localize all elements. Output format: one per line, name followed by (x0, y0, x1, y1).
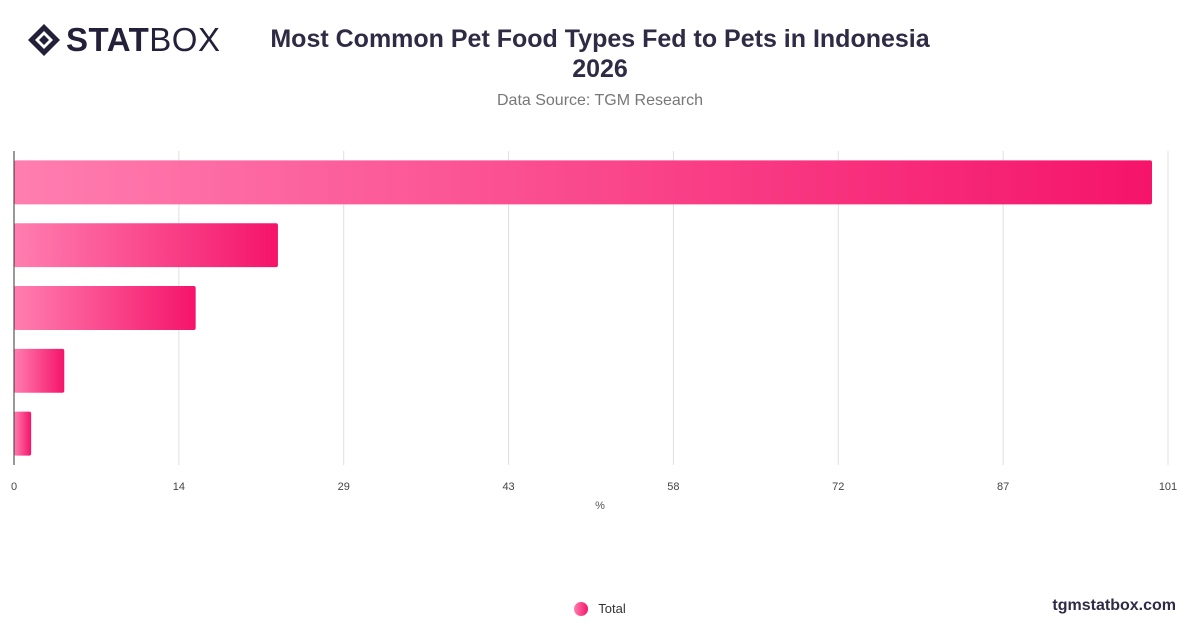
logo-wordmark: STATBOX (66, 21, 221, 58)
diamond-logo-icon (28, 24, 60, 56)
bar (14, 348, 65, 393)
x-tick-label: 14 (173, 481, 185, 493)
legend: Total (0, 601, 1200, 616)
bar (14, 160, 1153, 205)
bar (14, 223, 278, 268)
legend-label-total[interactable]: Total (598, 601, 626, 616)
bars (14, 160, 1153, 456)
x-tick-label: 29 (338, 481, 350, 493)
chart-title: Most Common Pet Food Types Fed to Pets i… (200, 24, 1000, 84)
axes: 0 14 29 43 58 72 87 101% (11, 151, 1177, 512)
x-axis-label: % (595, 500, 605, 512)
x-tick-label: 87 (997, 481, 1009, 493)
bar (14, 411, 32, 456)
statbox-logo: STATBOX (26, 22, 220, 58)
chart-title-line1: Most Common Pet Food Types Fed to Pets i… (270, 25, 930, 53)
legend-marker[interactable] (574, 601, 589, 616)
x-tick-label: 58 (667, 481, 679, 493)
chart-title-line2: 2026 (572, 55, 628, 83)
x-tick-label: 43 (502, 481, 514, 493)
x-tick-label: 101 (1159, 481, 1177, 493)
x-tick-label: 72 (832, 481, 844, 493)
site-url: tgmstatbox.com (1052, 597, 1176, 614)
bar (14, 286, 196, 330)
x-tick-label: 0 (11, 481, 17, 493)
chart-subtitle: Data Source: TGM Research (496, 92, 703, 109)
bar-chart: 0 14 29 43 58 72 87 101% (11, 151, 1177, 512)
